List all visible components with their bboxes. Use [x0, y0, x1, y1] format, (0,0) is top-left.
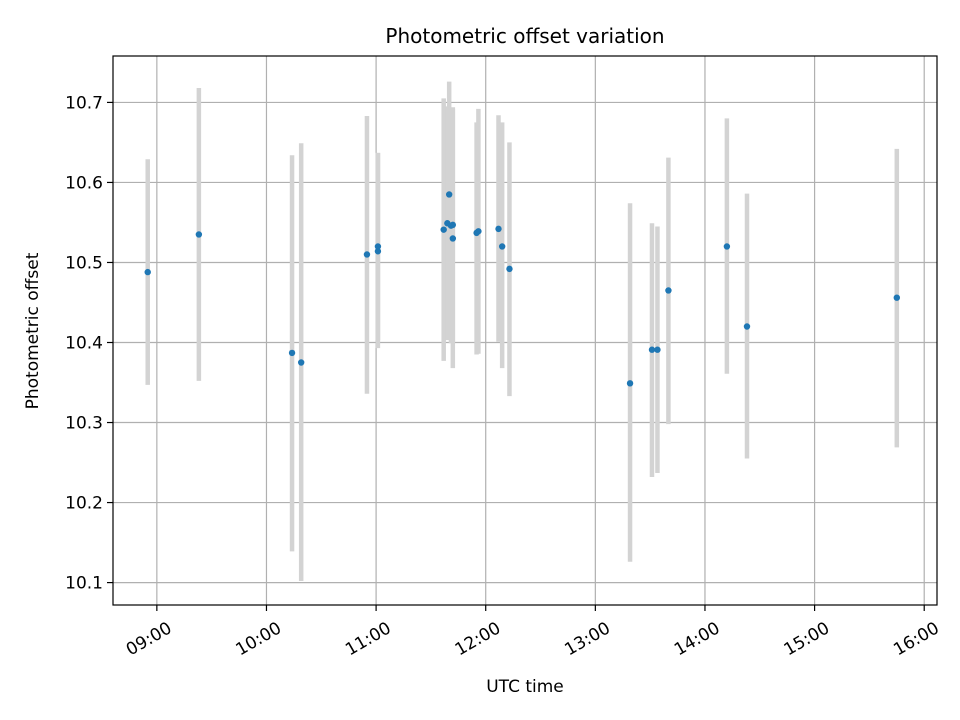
data-point — [506, 265, 513, 273]
x-axis-label: UTC time — [486, 677, 564, 697]
data-point — [374, 248, 382, 255]
data-point — [449, 221, 457, 229]
data-point — [449, 235, 457, 242]
data-point — [743, 323, 751, 330]
data-point — [297, 359, 305, 366]
data-point — [475, 228, 482, 235]
data-point — [495, 225, 502, 233]
data-points — [144, 191, 901, 387]
y-tick-label: 10.7 — [65, 93, 103, 113]
data-point — [626, 380, 634, 387]
data-point — [374, 243, 382, 250]
y-tick-label: 10.5 — [65, 253, 103, 273]
data-point — [648, 346, 656, 353]
data-point — [144, 268, 151, 276]
y-tick-label: 10.4 — [65, 334, 103, 354]
y-tick-label: 10.2 — [65, 494, 103, 514]
y-tick-label: 10.6 — [65, 173, 103, 193]
data-point — [654, 346, 661, 353]
y-tick-label: 10.1 — [65, 574, 103, 594]
data-point — [665, 287, 672, 294]
grid — [113, 56, 937, 605]
data-point — [723, 243, 731, 250]
y-tick-label: 10.3 — [65, 414, 103, 434]
plot-frame — [112, 55, 938, 606]
data-point — [440, 226, 447, 233]
data-point — [288, 349, 296, 357]
data-point — [363, 251, 371, 258]
chart-title: Photometric offset variation — [385, 24, 664, 48]
data-point — [445, 191, 453, 198]
data-point — [195, 231, 203, 238]
data-point — [498, 243, 506, 250]
y-axis-label: Photometric offset — [23, 252, 43, 409]
data-point — [893, 294, 901, 301]
